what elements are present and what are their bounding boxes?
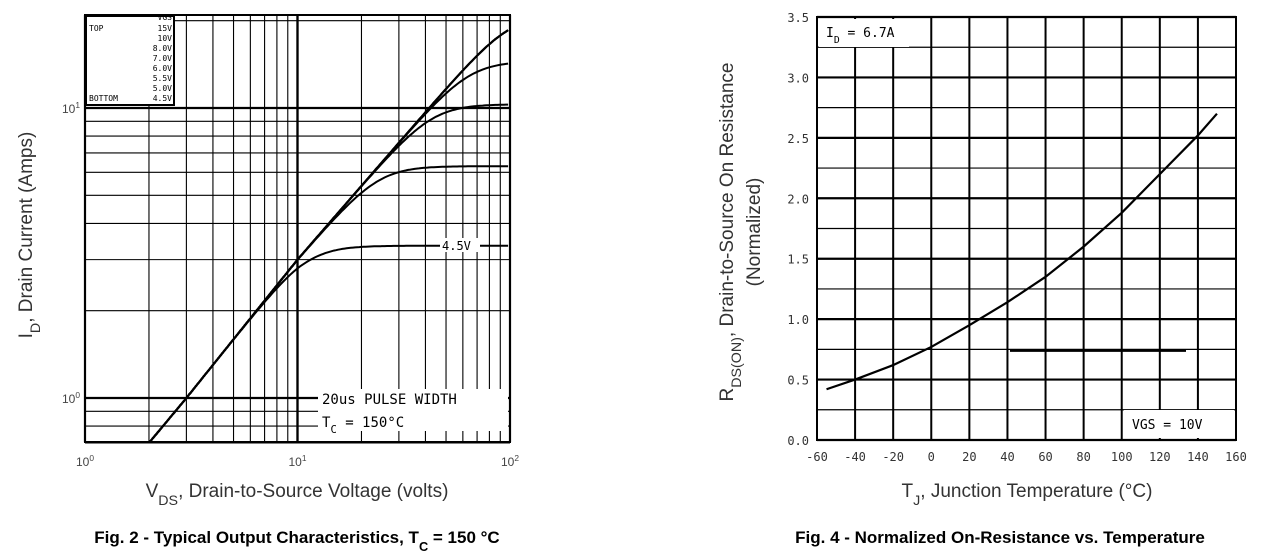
legend-header: VGS xyxy=(158,13,173,22)
y-tick-label: 100 xyxy=(62,390,80,406)
x-tick-label: 80 xyxy=(1076,450,1090,464)
y-tick-label: 1.5 xyxy=(787,253,809,267)
x-tick-label: -40 xyxy=(844,450,866,464)
x-axis-label: TJ, Junction Temperature (°C) xyxy=(902,481,1153,509)
annotation-bg xyxy=(819,19,909,47)
legend-entry: 10V xyxy=(158,34,173,43)
pulse-width-annotation: 20us PULSE WIDTH xyxy=(322,392,457,408)
y-axis-label: ID, Drain Current (Amps) xyxy=(16,132,44,339)
legend-entry: 15V xyxy=(158,24,173,33)
series-line-8.0V xyxy=(148,29,509,444)
y-tick-label: 2.5 xyxy=(787,132,809,146)
x-tick-label: 40 xyxy=(1000,450,1014,464)
y-tick-label: 0.5 xyxy=(787,374,809,388)
legend-bottom: BOTTOM xyxy=(89,94,118,103)
legend-entry: 5.5V xyxy=(153,74,172,83)
series-line-7.0V xyxy=(148,29,509,444)
x-tick-label: 160 xyxy=(1225,450,1247,464)
legend-box xyxy=(85,15,175,106)
x-tick-label: 100 xyxy=(1111,450,1133,464)
on-resistance-chart: ID = 6.7A VGS = 10V -60 -40 -20 0 20 40 60 80 100 1… xyxy=(717,11,1247,547)
annotation-bg xyxy=(1124,410,1234,438)
y-tick-label: 0.0 xyxy=(787,434,809,448)
x-tick-label: 60 xyxy=(1038,450,1052,464)
y-axis-label-2: (Normalized) xyxy=(744,178,765,287)
annotation-bg xyxy=(318,389,508,431)
x-tick-label: 101 xyxy=(288,453,306,469)
label-bg xyxy=(440,238,480,252)
legend-entry: 4.5V xyxy=(153,94,172,103)
y-tick-label: 2.0 xyxy=(787,192,809,206)
legend-entry: 6.0V xyxy=(153,64,172,73)
x-axis-label: VDS, Drain-to-Source Voltage (volts) xyxy=(146,481,449,509)
x-tick-label: 140 xyxy=(1187,450,1209,464)
legend-entry: 8.0V xyxy=(153,44,172,53)
x-tick-label: 20 xyxy=(962,450,976,464)
series-line-10V xyxy=(148,29,509,444)
plot-frame xyxy=(816,16,1237,441)
tc-annotation: TC = 150°C xyxy=(322,415,404,436)
vgs-annotation: VGS = 10V xyxy=(1132,418,1203,433)
id-annotation: ID = 6.7A xyxy=(826,26,895,46)
series-line-15V xyxy=(148,29,509,444)
legend-entry: 5.0V xyxy=(153,84,172,93)
y-tick-label: 1.0 xyxy=(787,313,809,327)
x-tick-label: 0 xyxy=(928,450,935,464)
output-characteristics-chart: VGSTOPBOTTOM15V10V8.0V7.0V6.0V5.5V5.0V4.… xyxy=(16,13,519,552)
x-tick-label: 102 xyxy=(501,453,519,469)
x-tick-label: -20 xyxy=(882,450,904,464)
x-tick-label: 120 xyxy=(1149,450,1171,464)
series-line-rdson xyxy=(826,112,1218,391)
y-tick-label: 3.0 xyxy=(787,71,809,85)
legend-top: TOP xyxy=(89,24,104,33)
legend-entry: 7.0V xyxy=(153,54,172,63)
y-tick-label: 3.5 xyxy=(787,11,809,25)
figure-caption: Fig. 2 - Typical Output Characteristics,… xyxy=(94,528,499,552)
curve-label-4.5v: 4.5V xyxy=(442,239,471,253)
plot-frame xyxy=(84,14,511,443)
y-tick-label: 101 xyxy=(62,100,80,116)
figure-caption: Fig. 4 - Normalized On-Resistance vs. Te… xyxy=(795,528,1205,547)
y-axis-label: RDS(ON), Drain-to-Source On Resistance xyxy=(717,63,745,402)
x-tick-label: -60 xyxy=(806,450,828,464)
x-tick-label: 100 xyxy=(76,453,94,469)
series-line-6.0V xyxy=(148,62,509,444)
